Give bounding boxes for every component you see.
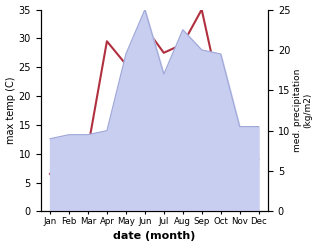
Y-axis label: med. precipitation
(kg/m2): med. precipitation (kg/m2) bbox=[293, 69, 313, 152]
X-axis label: date (month): date (month) bbox=[113, 231, 196, 242]
Y-axis label: max temp (C): max temp (C) bbox=[5, 77, 16, 144]
